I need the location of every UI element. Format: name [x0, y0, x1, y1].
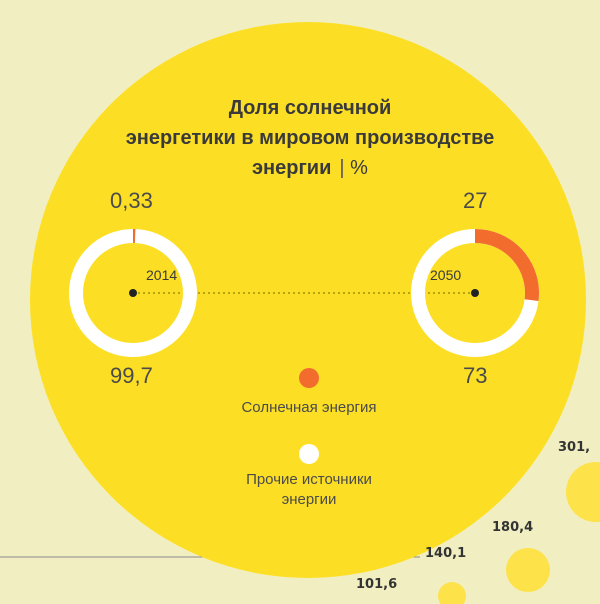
background-circle — [30, 22, 586, 578]
donut-2050-solar-arc — [474, 229, 539, 302]
year-label-2014: 2014 — [146, 267, 177, 283]
side-value-101: 101,6 — [356, 577, 398, 592]
legend-other-label: Прочие источники энергии — [209, 470, 409, 510]
title-line-2: энергетики в мировом производстве — [125, 127, 495, 149]
donut-2014: 2014 — [69, 228, 197, 357]
legend-solar-label: Солнечная энергия — [241, 399, 377, 416]
legend-other-dot — [299, 444, 319, 464]
value-2050-other: 73 — [463, 363, 488, 388]
title-unit: % — [350, 157, 368, 179]
bubble-180 — [506, 548, 550, 592]
bubble-140 — [438, 582, 466, 604]
value-2050-solar: 27 — [463, 188, 488, 213]
side-value-140: 140,1 — [425, 546, 467, 561]
side-value-301: 301, — [558, 440, 591, 455]
bubble-301 — [566, 462, 600, 522]
chart-title: Доля солнечной энергетики в мировом прои… — [60, 93, 560, 183]
title-line-3: энергии | % — [60, 153, 560, 183]
value-2014-other: 99,7 — [110, 363, 153, 388]
value-2014-solar: 0,33 — [110, 188, 153, 213]
donut-2050: 2050 — [411, 229, 539, 357]
legend-other-label-line2: энергии — [281, 491, 337, 508]
side-value-180: 180,4 — [492, 520, 534, 535]
year-label-2050: 2050 — [430, 267, 461, 283]
donut-2014-center-dot — [129, 289, 137, 297]
donut-2050-center-dot — [471, 289, 479, 297]
title-line-3-text: энергии — [252, 157, 332, 179]
legend-other-label-line1: Прочие источники — [246, 471, 372, 488]
title-line-1: Доля солнечной — [228, 97, 392, 119]
title-unit-separator: | — [339, 157, 345, 179]
legend-solar-dot — [299, 368, 319, 388]
